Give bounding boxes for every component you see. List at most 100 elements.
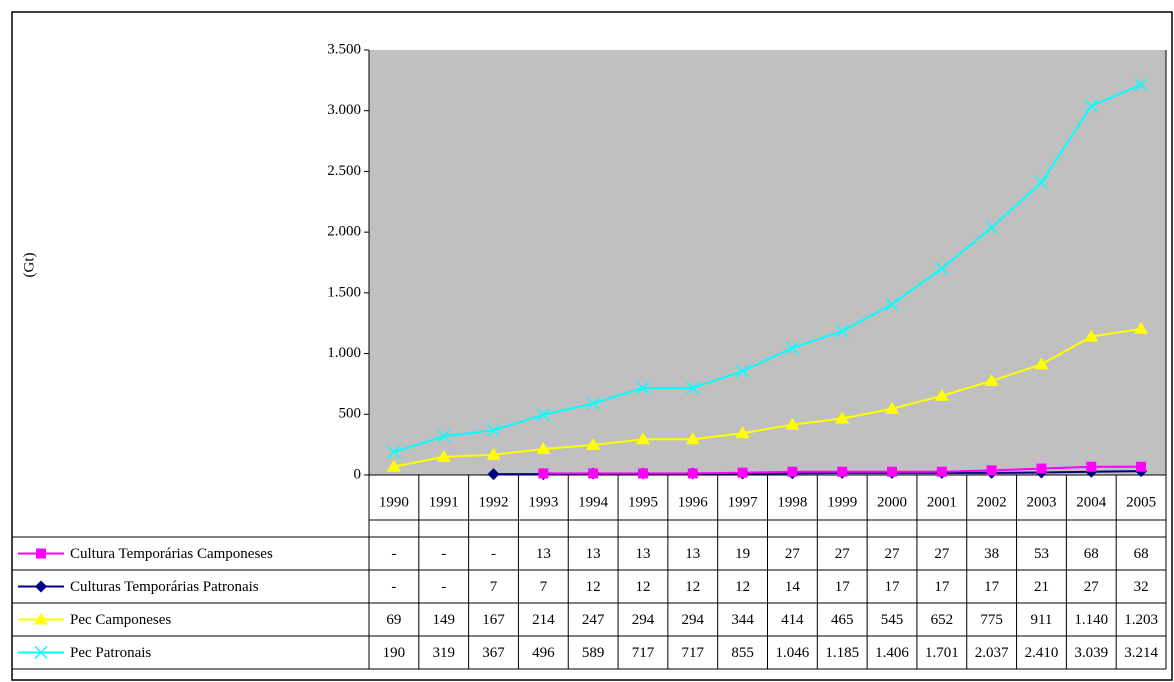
table-value: 2.410 [1025, 645, 1059, 661]
data-point [787, 466, 798, 477]
data-point [637, 468, 648, 479]
data-point [1034, 357, 1049, 370]
data-point [737, 467, 748, 478]
data-point [735, 426, 750, 439]
table-value: 69 [386, 612, 401, 628]
table-value: 247 [582, 612, 605, 628]
table-value: 344 [731, 612, 754, 628]
table-value: 190 [383, 645, 406, 661]
table-value: 32 [1134, 579, 1149, 595]
table-value: - [441, 579, 446, 595]
data-point [984, 373, 999, 386]
table-value: 19 [735, 546, 750, 562]
y-tick-label: 3.500 [327, 41, 361, 57]
x-tick-label: 1990 [379, 494, 409, 510]
y-tick-label: 1.000 [327, 345, 361, 361]
data-point [586, 396, 600, 411]
table-value: 17 [984, 579, 1000, 595]
table-value: 545 [881, 612, 904, 628]
data-point [935, 261, 949, 275]
table-value: 13 [635, 546, 650, 562]
data-point [1134, 78, 1148, 92]
data-point [586, 438, 601, 451]
data-point [1086, 461, 1097, 472]
plot-area [369, 50, 1166, 475]
y-tick-label: 0 [354, 466, 362, 482]
table-value: - [391, 579, 396, 595]
table-value: 1.185 [825, 645, 859, 661]
data-point [588, 468, 599, 479]
data-point [487, 423, 501, 437]
table-value: 717 [682, 645, 705, 661]
data-point [536, 408, 550, 422]
x-tick-label: 2003 [1026, 494, 1056, 510]
series-line [393, 327, 1142, 468]
data-point [635, 432, 650, 445]
x-tick-label: 1995 [628, 494, 658, 510]
table-value: 214 [532, 612, 555, 628]
table-value: 589 [582, 645, 605, 661]
data-point [437, 429, 451, 443]
table-value: 12 [586, 579, 601, 595]
y-tick-label: 500 [339, 406, 362, 422]
table-value: 68 [1084, 546, 1099, 562]
table-value: 167 [482, 612, 505, 628]
table-value: 14 [785, 579, 801, 595]
table-value: 652 [931, 612, 954, 628]
y-tick-label: 2.500 [327, 163, 361, 179]
x-tick-label: 1991 [429, 494, 459, 510]
table-value: 12 [735, 579, 750, 595]
legend-marker [34, 645, 48, 660]
data-point [1084, 99, 1098, 113]
x-tick-label: 2005 [1126, 494, 1156, 510]
table-value: 465 [831, 612, 854, 628]
table-value: 1.406 [875, 645, 909, 661]
table-value: 27 [1084, 579, 1100, 595]
table-value: 21 [1034, 579, 1049, 595]
data-point [536, 442, 551, 455]
data-point [436, 449, 451, 462]
table-value: 27 [835, 546, 851, 562]
data-point [736, 364, 750, 378]
x-tick-label: 2001 [927, 494, 957, 510]
data-point [835, 411, 850, 424]
x-tick-label: 1997 [728, 494, 759, 510]
table-value: 27 [785, 546, 801, 562]
data-point [538, 468, 549, 479]
x-tick-label: 2000 [877, 494, 907, 510]
table-value: 12 [635, 579, 650, 595]
table-value: 3.039 [1074, 645, 1108, 661]
data-point [386, 459, 401, 472]
table-value: 17 [885, 579, 901, 595]
table-value: 27 [934, 546, 950, 562]
table-value: 911 [1030, 612, 1052, 628]
data-point [1134, 321, 1149, 334]
table-value: 717 [632, 645, 655, 661]
data-point [985, 221, 999, 235]
y-tick-label: 2.000 [327, 224, 361, 240]
data-point [1034, 175, 1049, 189]
data-point [885, 401, 900, 414]
table-value: 13 [685, 546, 700, 562]
data-point [686, 381, 700, 395]
series-line [393, 83, 1142, 453]
x-tick-label: 1999 [827, 494, 857, 510]
data-point [687, 468, 698, 479]
table-value: 294 [682, 612, 705, 628]
table-value: 294 [632, 612, 655, 628]
table-value: 38 [984, 546, 999, 562]
y-tick-label: 3.000 [327, 102, 361, 118]
data-point [1036, 463, 1047, 474]
table-value: 2.037 [975, 645, 1009, 661]
data-point [387, 445, 401, 459]
data-point [1136, 461, 1147, 472]
table-value: 13 [536, 546, 551, 562]
legend-marker [34, 612, 48, 625]
table-value: 53 [1034, 546, 1049, 562]
data-point [636, 381, 650, 395]
table-value: 1.140 [1074, 612, 1108, 628]
y-tick-label: 1.500 [327, 284, 361, 300]
data-point [785, 417, 800, 430]
table-value: 27 [885, 546, 901, 562]
